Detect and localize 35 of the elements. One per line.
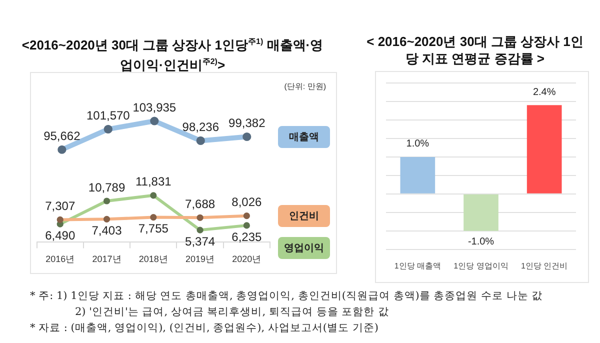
data-label: 7,688 bbox=[185, 196, 216, 211]
data-label: -1.0% bbox=[468, 236, 494, 248]
data-label: 103,935 bbox=[132, 100, 176, 114]
data-label: 7,403 bbox=[92, 223, 122, 238]
x-tick-label: 1인당 인건비 bbox=[520, 261, 568, 270]
x-tick-label: 2018년 bbox=[138, 254, 168, 264]
chart-title: <2016~2020년 30대 그룹 상장사 1인당$^{주1)}$ 매출액·영업이익·인건비$^{주2)}$> bbox=[22, 37, 324, 73]
x-tick-label: 2020년 bbox=[232, 254, 262, 264]
x-tick-label: 2017년 bbox=[92, 254, 122, 264]
data-label: 8,026 bbox=[232, 195, 262, 210]
text: 영업이익 bbox=[278, 236, 330, 259]
data-label: 6,235 bbox=[232, 230, 262, 244]
data-label: 2.4% bbox=[532, 86, 556, 98]
data-label: 101,570 bbox=[86, 108, 130, 122]
x-tick-label: 1인당 매출액 bbox=[394, 261, 442, 270]
chart-title: < 2016~2020년 30대 그룹 상장사 1인당 지표 연평균 증감률 > bbox=[366, 33, 584, 67]
data-label: 7,307 bbox=[45, 199, 76, 213]
data-label: 1.0% bbox=[406, 138, 430, 150]
text: * 자료 : (매출액, 영업이익), (인건비, 종업원수), 사업보고서(별도 기준) bbox=[30, 321, 380, 336]
data-label: 6,490 bbox=[45, 228, 76, 242]
data-label: 95,662 bbox=[44, 128, 81, 143]
x-tick-label: 1인당 영업이익 bbox=[454, 261, 508, 270]
text: 인건비 bbox=[278, 204, 330, 227]
x-tick-label: 2019년 bbox=[186, 254, 215, 264]
x-tick-label: 2016년 bbox=[46, 254, 75, 264]
text: (단위: 만원) bbox=[284, 82, 326, 92]
data-label: 11,831 bbox=[135, 174, 172, 189]
text: 매출액 bbox=[278, 126, 330, 148]
data-label: 5,374 bbox=[185, 234, 216, 248]
text: 2) '인건비'는 급여, 상여금 복리후생비, 퇴직급여 등을 포함한 값 bbox=[74, 305, 390, 320]
data-label: 98,236 bbox=[182, 120, 220, 134]
data-label: 10,789 bbox=[88, 180, 126, 194]
data-label: 7,755 bbox=[138, 222, 169, 236]
data-label: 99,382 bbox=[228, 116, 266, 130]
text: * 주: 1) 1인당 지표 : 해당 연도 총매출액, 총영업이익, 총인건비(직원급여 총액)를 총종업원 수로 나눈 값 bbox=[30, 289, 544, 304]
